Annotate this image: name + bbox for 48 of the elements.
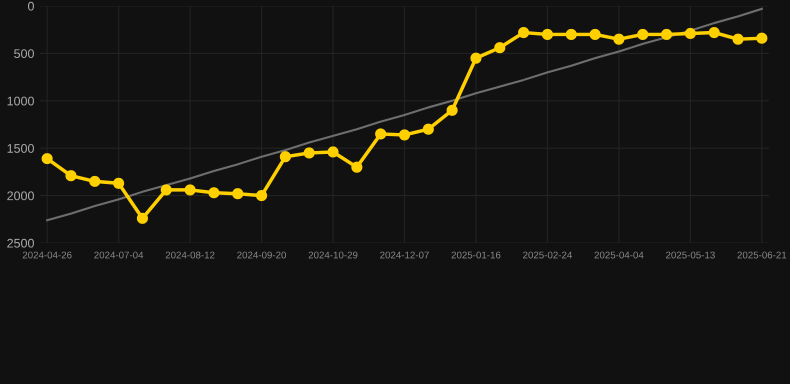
y-tick-label: 500	[14, 49, 34, 58]
y-tick-label: 2000	[7, 191, 34, 200]
point	[327, 146, 339, 158]
point	[89, 176, 100, 187]
point	[351, 162, 362, 173]
point	[184, 184, 196, 196]
point	[208, 187, 220, 198]
point	[518, 26, 530, 38]
point	[42, 153, 53, 164]
point	[65, 170, 77, 182]
x-tick-label: 2025-01-16	[452, 252, 500, 258]
y-tick-label: 1000	[8, 96, 34, 106]
point	[375, 128, 386, 140]
point	[422, 124, 434, 135]
point	[304, 147, 315, 158]
y-tick-label: 1500	[8, 144, 34, 153]
point	[542, 28, 553, 40]
point	[232, 188, 244, 200]
y-tick-label: 2500	[7, 238, 34, 248]
x-tick-label: 2025-04-04	[594, 252, 644, 258]
point	[684, 28, 696, 40]
x-tick-label: 2025-06-21	[737, 252, 786, 258]
x-tick-label: 2024-09-20	[237, 252, 286, 258]
x-tick-label: 2024-10-29	[308, 252, 358, 258]
x-tick-label: 2025-02-24	[523, 252, 572, 258]
point	[590, 28, 601, 40]
point	[160, 184, 172, 196]
point	[613, 34, 624, 45]
point	[470, 52, 482, 64]
point	[136, 212, 148, 224]
point	[256, 190, 268, 202]
point	[398, 129, 410, 140]
x-tick-label: 2024-08-12	[166, 252, 214, 258]
x-tick-label: 2025-05-13	[666, 252, 715, 258]
point	[446, 104, 458, 116]
y-tick-label: 0	[28, 2, 34, 11]
x-tick-label: 2024-12-07	[380, 252, 429, 258]
point	[280, 151, 291, 162]
point	[661, 28, 672, 40]
x-tick-label: 2024-07-04	[94, 252, 144, 258]
point	[113, 178, 124, 189]
point	[566, 28, 577, 40]
point	[756, 32, 768, 44]
x-tick-label: 2024-04-26	[22, 252, 72, 258]
point	[732, 34, 744, 45]
point	[494, 42, 506, 54]
point	[708, 26, 720, 38]
point	[637, 28, 648, 40]
